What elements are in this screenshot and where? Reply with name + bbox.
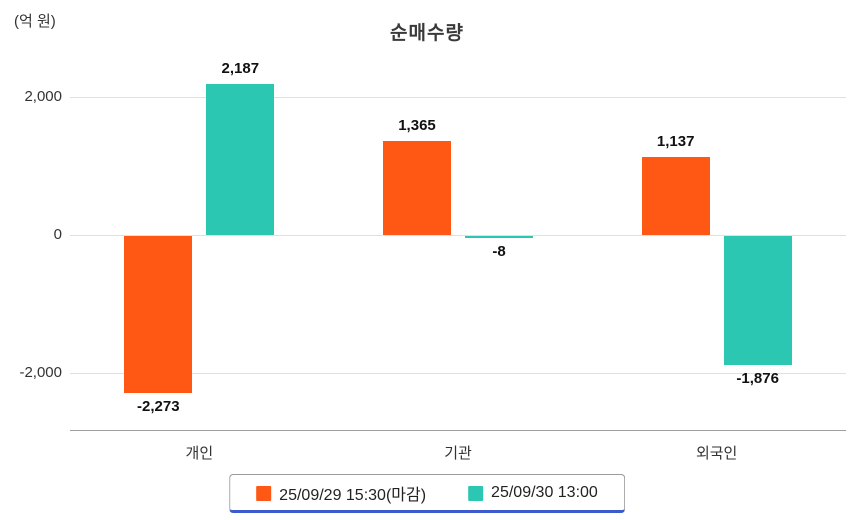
y-axis-unit-label: (억 원) xyxy=(14,13,56,30)
gridline xyxy=(70,235,846,236)
x-axis-line xyxy=(70,430,846,431)
legend-label-series-1: 25/09/29 15:30(마감) xyxy=(279,487,427,504)
bar-value-label: -2,273 xyxy=(137,397,180,415)
bar-series1-group2 xyxy=(383,140,451,235)
gridline xyxy=(70,373,846,374)
y-axis-tick-label: -2,000 xyxy=(19,364,62,381)
gridline xyxy=(70,97,846,98)
category-label: 외국인 xyxy=(695,445,738,462)
bar-value-label: 1,365 xyxy=(398,116,436,134)
bar-value-label: 1,137 xyxy=(656,132,695,150)
bar-value-label: -1,876 xyxy=(736,370,779,388)
category-label: 기관 xyxy=(444,445,472,462)
legend-item-series-2[interactable]: 25/09/30 13:00 xyxy=(468,484,598,502)
category-label: 개인 xyxy=(185,445,214,462)
bar-series1-group1 xyxy=(124,236,193,393)
legend-label-series-2: 25/09/30 13:00 xyxy=(491,484,598,501)
bar-series2-group3 xyxy=(723,236,792,366)
legend: 25/09/29 15:30(마감) 25/09/30 13:00 xyxy=(229,474,625,513)
bar-series2-group2 xyxy=(465,236,533,238)
legend-swatch-teal xyxy=(468,485,484,501)
bar-value-label: -8 xyxy=(492,242,506,260)
chart-title: 순매수량 xyxy=(390,23,464,44)
bar-series1-group3 xyxy=(641,156,710,235)
legend-swatch-orange xyxy=(256,485,272,501)
bar-series2-group1 xyxy=(206,84,275,235)
y-axis-tick-label: 2,000 xyxy=(24,88,62,105)
bar-value-label: 2,187 xyxy=(221,60,260,78)
y-axis-tick-label: 0 xyxy=(53,226,62,243)
legend-item-series-1[interactable]: 25/09/29 15:30(마감) xyxy=(256,481,426,505)
